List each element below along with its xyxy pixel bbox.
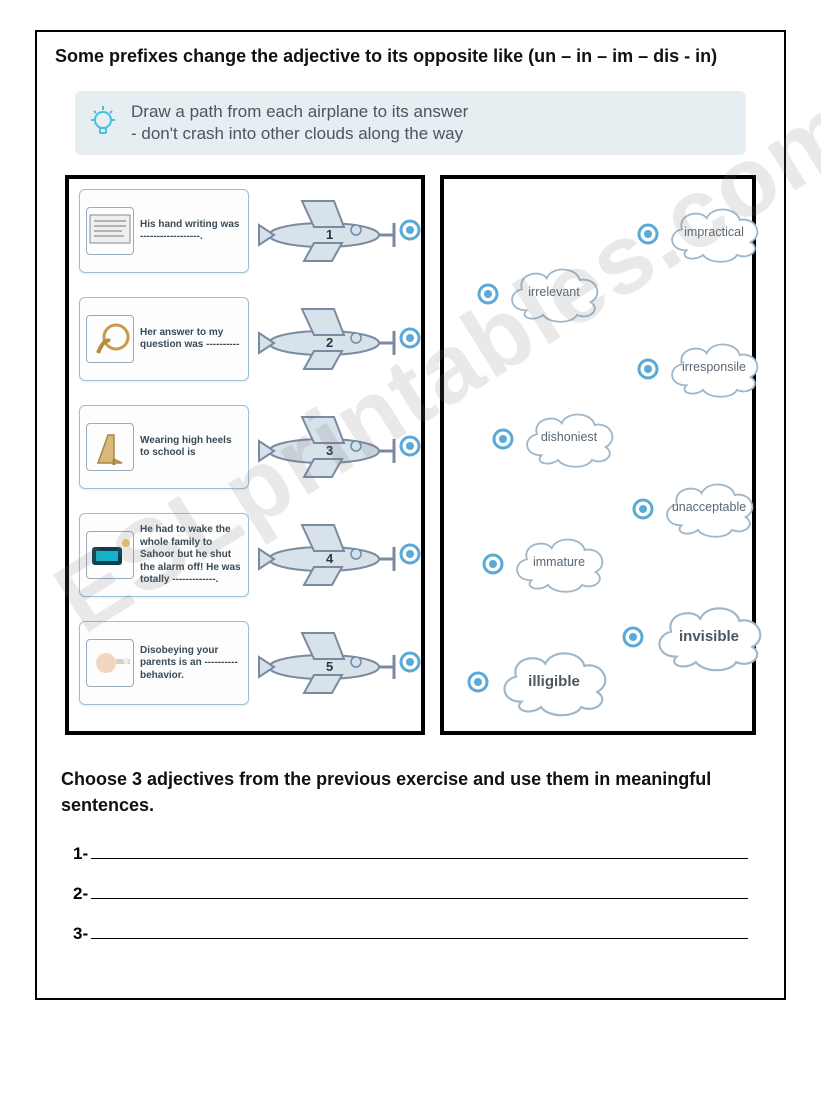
connector-knob-icon[interactable] <box>399 219 421 241</box>
blank-line[interactable] <box>91 925 748 939</box>
prompt-card: His hand writing was ------------------. <box>79 189 249 273</box>
airplane-icon[interactable]: 3 <box>254 411 404 481</box>
connector-knob-icon[interactable] <box>492 428 514 450</box>
tip-box: Draw a path from each airplane to its an… <box>75 91 746 155</box>
card-thumb-icon <box>86 639 134 687</box>
prompt-card: He had to wake the whole family to Sahoo… <box>79 513 249 597</box>
connector-knob-icon[interactable] <box>637 358 659 380</box>
line-number: 2- <box>73 884 88 904</box>
cloud-label: immature <box>504 555 614 569</box>
sentence-instruction: Choose 3 adjectives from the previous ex… <box>61 767 760 817</box>
airplane-panel: His hand writing was ------------------.… <box>65 175 425 735</box>
connector-knob-icon[interactable] <box>637 223 659 245</box>
cloud-label: dishoniest <box>514 430 624 444</box>
tip-line-1: Draw a path from each airplane to its an… <box>131 101 468 123</box>
sentence-line[interactable]: 2- <box>73 884 748 904</box>
card-text: He had to wake the whole family to Sahoo… <box>140 524 242 587</box>
connector-knob-icon[interactable] <box>399 327 421 349</box>
prompt-card: Her answer to my question was ---------- <box>79 297 249 381</box>
airplane-icon[interactable]: 5 <box>254 627 404 697</box>
connector-knob-icon[interactable] <box>482 553 504 575</box>
prompt-card: Wearing high heels to school is <box>79 405 249 489</box>
blank-line[interactable] <box>91 885 748 899</box>
cloud-label: irrelevant <box>499 285 609 299</box>
cloud-label: impractical <box>659 225 769 239</box>
connector-knob-icon[interactable] <box>477 283 499 305</box>
prompt-card: Disobeying your parents is an ----------… <box>79 621 249 705</box>
connector-knob-icon[interactable] <box>399 651 421 673</box>
card-text: His hand writing was ------------------. <box>140 219 242 244</box>
answer-cloud[interactable]: unacceptable <box>654 474 764 540</box>
card-thumb-icon <box>86 315 134 363</box>
answer-cloud[interactable]: invisible <box>644 594 774 676</box>
cloud-label: irresponsile <box>659 360 769 374</box>
connector-knob-icon[interactable] <box>399 435 421 457</box>
answer-cloud[interactable]: immature <box>504 529 614 595</box>
cloud-label: illigible <box>489 673 619 690</box>
connector-knob-icon[interactable] <box>632 498 654 520</box>
line-number: 3- <box>73 924 88 944</box>
lightbulb-icon <box>89 106 117 140</box>
line-number: 1- <box>73 844 88 864</box>
worksheet-page: Some prefixes change the adjective to it… <box>35 30 786 1000</box>
card-text: Wearing high heels to school is <box>140 435 242 460</box>
page-heading: Some prefixes change the adjective to it… <box>55 44 766 69</box>
card-thumb-icon <box>86 207 134 255</box>
cloud-panel: impractical irrelevant irresponsile dish… <box>440 175 756 735</box>
answer-cloud[interactable]: irrelevant <box>499 259 609 325</box>
answer-cloud[interactable]: irresponsile <box>659 334 769 400</box>
answer-cloud[interactable]: dishoniest <box>514 404 624 470</box>
card-thumb-icon <box>86 531 134 579</box>
card-thumb-icon <box>86 423 134 471</box>
airplane-icon[interactable]: 4 <box>254 519 404 589</box>
tip-text: Draw a path from each airplane to its an… <box>131 101 468 145</box>
matching-panels: His hand writing was ------------------.… <box>65 175 756 735</box>
card-text: Disobeying your parents is an ----------… <box>140 645 242 683</box>
connector-knob-icon[interactable] <box>622 626 644 648</box>
airplane-icon[interactable]: 2 <box>254 303 404 373</box>
cloud-label: unacceptable <box>654 500 764 514</box>
connector-knob-icon[interactable] <box>467 671 489 693</box>
sentence-line[interactable]: 3- <box>73 924 748 944</box>
blank-line[interactable] <box>91 845 748 859</box>
sentence-line[interactable]: 1- <box>73 844 748 864</box>
tip-line-2: - don't crash into other clouds along th… <box>131 123 468 145</box>
answer-cloud[interactable]: illigible <box>489 639 619 721</box>
connector-knob-icon[interactable] <box>399 543 421 565</box>
airplane-icon[interactable]: 1 <box>254 195 404 265</box>
cloud-label: invisible <box>644 628 774 645</box>
card-text: Her answer to my question was ---------- <box>140 327 242 352</box>
answer-cloud[interactable]: impractical <box>659 199 769 265</box>
